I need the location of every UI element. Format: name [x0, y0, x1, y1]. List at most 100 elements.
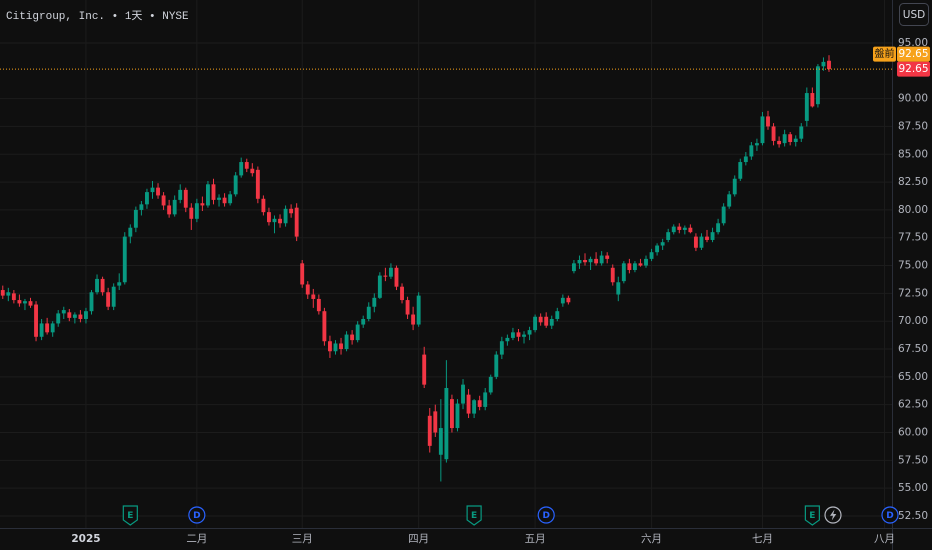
grid: [0, 0, 892, 528]
candle-body: [638, 263, 643, 266]
axes: 52.50 55.00 57.50 60.00 62.50 65.00 67.50 70.00…: [71, 37, 930, 545]
candle-body: [161, 195, 166, 206]
candle-body: [605, 255, 610, 259]
candle-body: [682, 227, 687, 230]
candle-body: [139, 204, 144, 210]
chart-title: Citigroup, Inc. • 1天 • NYSE: [6, 10, 189, 23]
candle-body: [117, 282, 122, 286]
candle-body: [793, 138, 798, 143]
candle-body: [760, 116, 765, 144]
event-shape: [537, 506, 555, 524]
candle-body: [311, 294, 316, 299]
x-tick-label: 2025: [71, 533, 100, 545]
candle-body: [560, 297, 565, 304]
candle-body: [433, 411, 438, 433]
candle-body: [361, 318, 366, 325]
candle-body: [743, 156, 748, 163]
candle-body: [710, 232, 715, 240]
candle-body: [677, 226, 682, 230]
event-label: D: [542, 511, 549, 521]
candle-body: [810, 93, 815, 107]
event-label: D: [193, 511, 200, 521]
candle-body: [39, 323, 44, 337]
lightning-icon: [824, 506, 842, 524]
candle-body: [499, 341, 504, 355]
premarket-price-tag: [897, 46, 930, 62]
candle-body: [0, 290, 5, 296]
candle-body: [261, 198, 266, 213]
candle-body: [444, 387, 449, 460]
candle-body: [78, 314, 83, 319]
candle-body: [749, 145, 754, 157]
candle-body: [250, 168, 255, 174]
candle-body: [56, 313, 61, 324]
candle-body: [339, 343, 343, 350]
candle-body: [693, 236, 698, 248]
candle-body: [17, 300, 22, 304]
candle-body: [67, 312, 72, 318]
candle-body: [627, 263, 632, 271]
candle-body: [400, 286, 404, 301]
candle-body: [366, 306, 371, 319]
candle-body: [449, 399, 454, 429]
y-tick-label: 62.50: [898, 399, 928, 411]
candle-body: [771, 126, 776, 141]
candle-body: [228, 194, 233, 204]
candle-body: [72, 314, 77, 318]
event-marker: D: [881, 506, 899, 524]
plot-area: [0, 55, 892, 482]
event-shape: [881, 506, 899, 524]
y-tick-label: 70.00: [898, 315, 928, 327]
candle-body: [305, 284, 310, 295]
candle-body: [815, 66, 820, 105]
candle-body: [383, 275, 388, 277]
candle-body: [688, 227, 693, 233]
candle-body: [167, 205, 172, 215]
event-label: E: [471, 511, 477, 521]
y-tick-label: 82.50: [898, 176, 928, 188]
x-tick-label: 四月: [408, 533, 429, 545]
candle-body: [23, 301, 27, 304]
candle-body: [128, 227, 133, 237]
event-shape: [122, 505, 138, 526]
currency-button[interactable]: [899, 3, 929, 26]
candle-body: [527, 330, 532, 335]
candle-body: [84, 311, 88, 319]
candle-body: [716, 223, 721, 233]
premarket-badge-label: 盤前: [875, 47, 895, 60]
candle-body: [316, 298, 321, 312]
candle-body: [106, 292, 111, 307]
premarket-price-label: 92.65: [898, 48, 928, 60]
candle-body: [727, 194, 732, 207]
candle-body: [583, 259, 587, 263]
candle-body: [61, 310, 66, 314]
last-price-tag: [897, 61, 930, 77]
candle-body: [483, 392, 488, 407]
candle-body: [721, 206, 726, 224]
candle-body: [194, 203, 199, 219]
candle-body: [178, 189, 183, 200]
y-tick-label: 57.50: [898, 454, 928, 466]
candle-body: [655, 245, 660, 253]
lightning-bolt: [830, 509, 837, 521]
candle-body: [145, 192, 149, 205]
candle-body: [738, 162, 743, 179]
candle-body: [394, 267, 399, 287]
y-tick-label: 67.50: [898, 343, 928, 355]
candle-body: [416, 295, 421, 325]
candle-body: [705, 236, 709, 240]
candle-body: [294, 207, 299, 237]
candle-body: [95, 278, 99, 293]
event-marker: D: [188, 506, 206, 524]
event-label: E: [809, 511, 815, 521]
candle-body: [632, 263, 637, 271]
candle-body: [827, 60, 831, 70]
event-shape: [804, 505, 820, 526]
candle-body: [372, 297, 377, 307]
candle-body: [732, 178, 737, 195]
event-marker: D: [537, 506, 555, 524]
y-tick-label: 52.50: [898, 510, 928, 522]
currency-button-label[interactable]: USD: [903, 9, 925, 21]
y-tick-label: 55.00: [898, 482, 928, 494]
